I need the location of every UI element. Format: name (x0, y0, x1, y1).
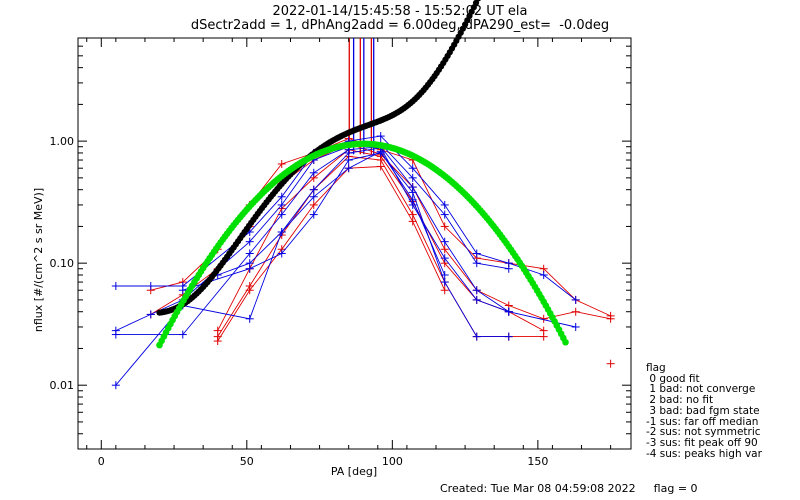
footer: Created: Tue Mar 08 04:59:08 2022 flag = … (440, 482, 716, 495)
series-line-blue (217, 151, 446, 276)
data-point-blue (344, 148, 353, 157)
plot-border (77, 37, 632, 450)
y-axis-label: nflux [#/(cm^2 s sr MeV)] (32, 188, 45, 332)
data-point-blue (571, 295, 580, 304)
y-tick-label: 0.10 (50, 257, 75, 270)
data-point-blue (472, 249, 481, 258)
flag-legend: flag 0 good fit 1 bad: not converge 2 ba… (646, 363, 762, 459)
axis-ticks: 0 50 100 150 0.01 0.10 1.00 (50, 37, 631, 468)
data-point-blue (245, 259, 254, 268)
data-point-blue (504, 332, 513, 341)
data-point-blue (472, 332, 481, 341)
chart-subtitle: dSectr2add = 1, dPhAng2add = 6.00deg, dP… (190, 18, 610, 33)
legend-item: -1 sus: far off median (646, 415, 759, 428)
y-tick-label: 1.00 (50, 135, 75, 148)
fit-point-black (472, 0, 480, 7)
data-point-blue (504, 307, 513, 316)
data-point-blue (408, 173, 417, 182)
data-point-blue (440, 254, 449, 263)
data-point-blue (309, 192, 318, 201)
data-point-blue (440, 270, 449, 279)
data-point-red (376, 162, 385, 171)
x-tick-label: 100 (382, 455, 403, 468)
data-point-blue (178, 286, 187, 295)
fit-point-black (475, 0, 481, 2)
x-tick-label: 0 (98, 455, 105, 468)
data-point-blue (440, 237, 449, 246)
data-point-red (606, 314, 615, 323)
data-point-blue (408, 195, 417, 204)
data-point-red (309, 200, 318, 209)
data-point-blue (178, 330, 187, 339)
chart-title: 2022-01-14/15:45:58 - 15:52:02 UT ela (272, 4, 528, 19)
data-point-blue (277, 210, 286, 219)
data-point-blue (309, 185, 318, 194)
data-point-blue (277, 249, 286, 258)
data-point-blue (539, 270, 548, 279)
series-line-blue (182, 152, 509, 338)
flag-status: flag = 0 (653, 482, 698, 495)
data-point-blue (408, 164, 417, 173)
data-point-red (606, 359, 615, 368)
data-point-blue (309, 210, 318, 219)
data-point-blue (277, 200, 286, 209)
data-point-blue (309, 168, 318, 177)
data-point-red (440, 286, 449, 295)
legend-item: 2 bad: no fit (646, 394, 714, 407)
data-point-blue (571, 322, 580, 331)
data-point-blue (146, 281, 155, 290)
legend-item: 1 bad: not converge (646, 383, 756, 396)
x-tick-label: 50 (240, 455, 254, 468)
data-point-blue (245, 314, 254, 323)
data-point-blue (344, 164, 353, 173)
fit-point-green (562, 338, 569, 346)
x-tick-label: 150 (527, 455, 548, 468)
data-point-blue (111, 281, 120, 290)
data-point-blue (440, 210, 449, 219)
series-line-blue (115, 143, 509, 332)
series-line-red (217, 149, 544, 331)
data-point-red (571, 307, 580, 316)
legend-item: -2 sus: not symmetric (646, 426, 761, 439)
legend-item: -4 sus: peaks high var (646, 447, 762, 460)
data-point-red (539, 332, 548, 341)
y-tick-label: 0.01 (50, 379, 75, 392)
data-point-red (277, 159, 286, 168)
legend-item: -3 sus: fit peak off 90 (646, 436, 758, 449)
data-point-blue (245, 249, 254, 258)
data-point-blue (504, 264, 513, 273)
legend-item: 3 bad: bad fgm state (646, 404, 760, 417)
data-point-red (213, 337, 222, 346)
data-point-blue (440, 200, 449, 209)
data-point-blue (376, 147, 385, 156)
data-point-red (245, 286, 254, 295)
legend-item: 0 good fit (646, 372, 700, 385)
fit-curves (156, 0, 569, 349)
data-point-red (408, 210, 417, 219)
data-point-blue (111, 381, 120, 390)
created-timestamp: Created: Tue Mar 08 04:59:08 2022 (440, 482, 636, 495)
data-point-red (440, 222, 449, 231)
data-point-blue (245, 237, 254, 246)
data-point-blue (408, 188, 417, 197)
plot-frame (77, 37, 632, 450)
data-point-blue (111, 330, 120, 339)
data-point-blue (146, 310, 155, 319)
data-point-red (440, 245, 449, 254)
data-point-blue (472, 295, 481, 304)
data-point-blue (472, 259, 481, 268)
data-point-blue (277, 192, 286, 201)
peak-lines (348, 38, 375, 155)
data-point-blue (440, 278, 449, 287)
data-point-red (408, 217, 417, 226)
data-point-blue (376, 132, 385, 141)
data-point-blue (277, 228, 286, 237)
x-axis-label: PA [deg] (331, 465, 377, 478)
legend-title: flag (646, 362, 666, 374)
data-series (111, 132, 615, 390)
data-point-blue (344, 156, 353, 165)
series-line-blue (115, 135, 576, 301)
data-point-blue (472, 286, 481, 295)
